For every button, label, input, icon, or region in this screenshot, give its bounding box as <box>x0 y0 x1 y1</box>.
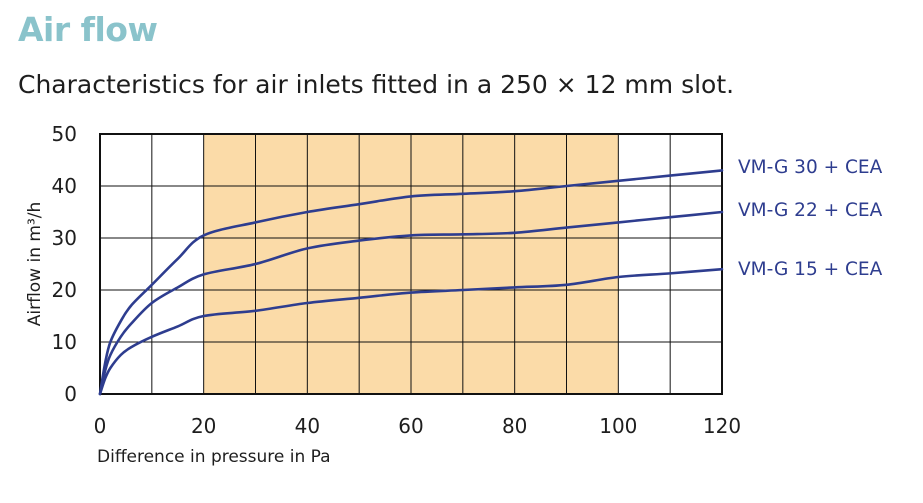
y-tick-label: 0 <box>64 382 77 406</box>
x-tick-label: 40 <box>295 414 320 438</box>
series-line-1 <box>98 169 724 396</box>
x-axis-title: Difference in pressure in Pa <box>97 447 331 467</box>
series-line-2 <box>98 210 724 396</box>
series-label-1: VM-G 30 + CEA <box>738 157 883 178</box>
series-label-3: VM-G 15 + CEA <box>738 259 883 280</box>
page-title: Air flow <box>18 10 158 49</box>
x-tick-label: 20 <box>191 414 216 438</box>
y-tick-label: 40 <box>52 174 77 198</box>
series-line-3 <box>98 267 724 396</box>
y-tick-label: 20 <box>52 278 77 302</box>
x-tick-label: 100 <box>599 414 637 438</box>
x-tick-label: 80 <box>502 414 527 438</box>
x-tick-label: 120 <box>703 414 741 438</box>
chart-subtitle: Characteristics for air inlets fitted in… <box>18 70 735 99</box>
y-tick-label: 10 <box>52 330 77 354</box>
y-tick-label: 50 <box>52 122 77 146</box>
series-label-2: VM-G 22 + CEA <box>738 200 883 221</box>
x-tick-label: 0 <box>94 414 107 438</box>
plot-frame <box>99 133 723 395</box>
x-tick-label: 60 <box>398 414 423 438</box>
y-axis-title: Airflow in m³/h <box>25 202 45 327</box>
y-tick-label: 30 <box>52 226 77 250</box>
